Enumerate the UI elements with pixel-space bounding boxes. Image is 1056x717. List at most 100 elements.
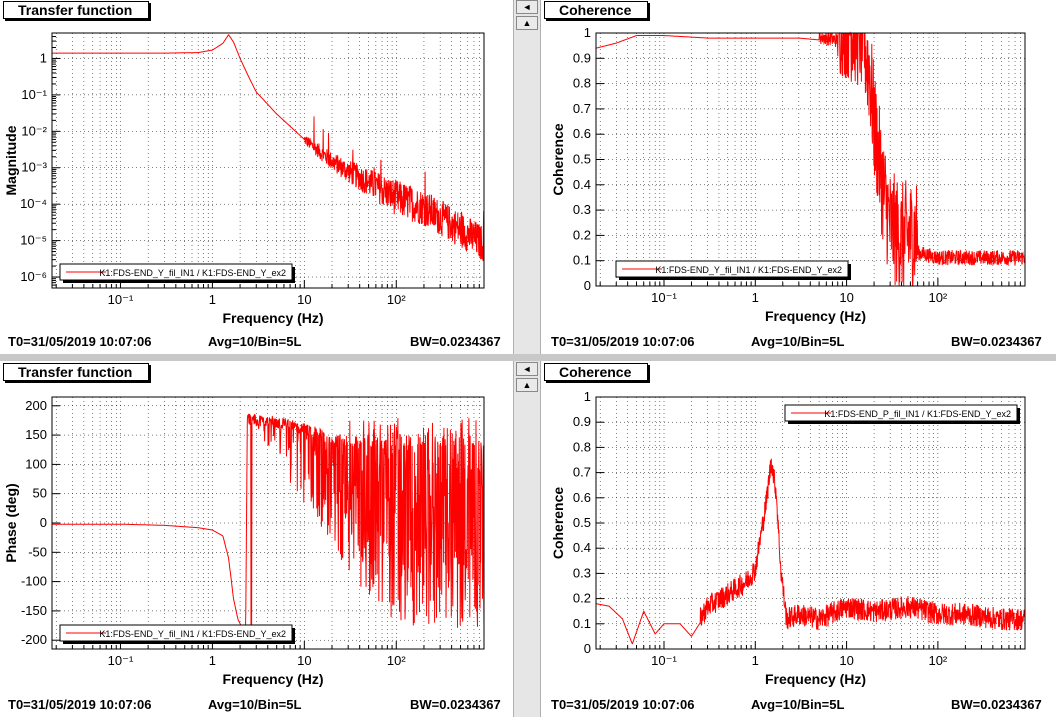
y-tick-label: 0.8: [573, 439, 591, 454]
magnitude-chart[interactable]: 10⁻¹ 1 10 10² 10⁻⁶ 10⁻⁵ 10⁻⁴ 10⁻³ 10⁻² 10⁻¹ 1 Frequ…: [0, 20, 513, 350]
legend-box: [59, 263, 293, 281]
panel-transfer-phase: Transfer function 10⁻¹ 1 10 10² -200 -150 -100…: [0, 361, 513, 717]
panel-divider-horizontal[interactable]: [0, 354, 1056, 361]
footer-bw: BW=0.0234367: [410, 334, 501, 349]
y-tick-label: 0.9: [573, 50, 591, 65]
x-tick-label: 1: [209, 292, 216, 307]
panel-title-button[interactable]: Transfer function: [3, 1, 149, 19]
y-tick-label: 200: [25, 398, 47, 413]
x-axis-label: Frequency (Hz): [222, 671, 323, 687]
footer-bw: BW=0.0234367: [951, 334, 1042, 349]
y-tick-label: -50: [28, 544, 47, 559]
y-axis-label: Phase (deg): [3, 483, 19, 562]
legend: K1:FDS-END_Y_fil_IN1 / K1:FDS-END_Y_ex2: [59, 263, 295, 283]
panel-title-button[interactable]: Coherence: [544, 363, 648, 381]
y-tick-label: 10⁻⁵: [20, 233, 47, 248]
x-tick-label: 10²: [387, 292, 406, 307]
legend-box: [784, 404, 1018, 422]
phase-chart[interactable]: 10⁻¹ 1 10 10² -200 -150 -100 -50 0 50 100 150 200 Fre…: [0, 382, 513, 714]
coherence-chart-2[interactable]: 10⁻¹ 1 10 10²00.10.20.30.40.50.60.70.80.91F…: [541, 382, 1056, 714]
y-tick-label: 0.4: [573, 177, 591, 192]
footer-bw: BW=0.0234367: [951, 697, 1042, 712]
arrow-up-button[interactable]: ▲: [516, 16, 538, 30]
series-line: [52, 413, 485, 628]
series-line: [595, 31, 1026, 287]
y-tick-label: 0.1: [573, 253, 591, 268]
panel-transfer-magnitude: Transfer function 10⁻¹ 1 10 10² 10⁻⁶ 10⁻⁵ 10⁻⁴…: [0, 0, 513, 354]
arrow-up-button-2[interactable]: ▲: [516, 378, 538, 392]
y-tick-label: 0.6: [573, 126, 591, 141]
panel-title-button[interactable]: Coherence: [544, 1, 648, 19]
y-tick-label: 0.3: [573, 565, 591, 580]
y-tick-label: 0.2: [573, 227, 591, 242]
legend-box: [59, 624, 293, 642]
arrow-left-button[interactable]: ◄: [516, 0, 538, 14]
legend-entry: K1:FDS-END_Y_fil_IN1 / K1:FDS-END_Y_ex2: [655, 265, 842, 275]
y-tick-label: -200: [21, 632, 47, 647]
x-tick-label: 10: [297, 653, 311, 668]
x-tick-label: 10: [839, 653, 853, 668]
panel-coherence-1: Coherence 10⁻¹ 1 10 10² 0 0.1 0.2 0.3 0.4 0.5 0.6 0…: [541, 0, 1056, 354]
y-tick-label: 10⁻²: [21, 123, 47, 138]
legend: K1:FDS-END_Y_fil_IN1 / K1:FDS-END_Y_ex2: [59, 624, 295, 644]
y-tick-label: 0.8: [573, 76, 591, 91]
y-tick-label: 0.3: [573, 202, 591, 217]
x-tick-label: 10²: [387, 653, 406, 668]
y-tick-label: 50: [33, 486, 47, 501]
y-tick-label: 0: [40, 515, 47, 530]
y-tick-label: 10⁻⁶: [20, 269, 47, 284]
x-tick-label: 1: [752, 290, 759, 305]
y-tick-label: 0.7: [573, 101, 591, 116]
x-tick-label: 10⁻¹: [108, 292, 134, 307]
footer-avg: Avg=10/Bin=5L: [751, 697, 845, 712]
legend-entry: K1:FDS-END_Y_fil_IN1 / K1:FDS-END_Y_ex2: [99, 629, 286, 639]
y-tick-label: 0.5: [573, 515, 591, 530]
y-tick-label: 0.7: [573, 465, 591, 480]
y-axis-label: Coherence: [550, 487, 566, 560]
panel-title-button[interactable]: Transfer function: [3, 363, 149, 381]
y-tick-label: 10⁻⁴: [20, 196, 47, 211]
x-axis-label: Frequency (Hz): [222, 310, 323, 326]
panel-coherence-2: Coherence 10⁻¹ 1 10 10² 0 0.1 0.2 0.3 0.4 0.5 0.6 0…: [541, 361, 1056, 717]
y-tick-label: 10⁻¹: [21, 87, 47, 102]
x-tick-label: 10⁻¹: [651, 653, 677, 668]
footer-t0: T0=31/05/2019 10:07:06: [551, 334, 695, 349]
y-tick-label: 0.9: [573, 414, 591, 429]
plot-frame: [51, 396, 485, 650]
footer-bw: BW=0.0234367: [410, 697, 501, 712]
y-tick-label: 0: [584, 641, 591, 656]
y-tick-label: 0.5: [573, 152, 591, 167]
y-tick-label: 150: [25, 427, 47, 442]
legend-entry: K1:FDS-END_P_fil_IN1 / K1:FDS-END_Y_ex2: [824, 409, 1011, 419]
plot-frame: [51, 32, 485, 289]
y-tick-label: 100: [25, 456, 47, 471]
y-tick-label: 0: [584, 278, 591, 293]
legend: K1:FDS-END_Y_fil_IN1 / K1:FDS-END_Y_ex2: [615, 260, 851, 280]
plot-frame: [595, 32, 1026, 287]
legend-box: [615, 260, 849, 278]
y-tick-label: 0.1: [573, 616, 591, 631]
y-tick-label: -100: [21, 574, 47, 589]
y-tick-label: 1: [40, 50, 47, 65]
series-line: [595, 458, 1026, 645]
arrow-left-button-2[interactable]: ◄: [516, 362, 538, 376]
plot-frame: [595, 396, 1026, 650]
footer-t0: T0=31/05/2019 10:07:06: [8, 697, 152, 712]
x-tick-label: 10: [839, 290, 853, 305]
y-tick-label: 0.6: [573, 490, 591, 505]
x-tick-label: 1: [209, 653, 216, 668]
plot-area: [596, 33, 1025, 286]
footer-avg: Avg=10/Bin=5L: [751, 334, 845, 349]
x-tick-label: 10: [297, 292, 311, 307]
footer-t0: T0=31/05/2019 10:07:06: [8, 334, 152, 349]
y-tick-label: 10⁻³: [21, 160, 47, 175]
y-tick-label: 1: [584, 25, 591, 40]
y-axis-label: Magnitude: [3, 125, 19, 195]
series-line: [52, 34, 485, 262]
coherence-chart[interactable]: 10⁻¹ 1 10 10²00.10.20.30.40.50.60.70.80.91F…: [541, 20, 1056, 350]
footer-t0: T0=31/05/2019 10:07:06: [551, 697, 695, 712]
y-tick-label: 0.4: [573, 540, 591, 555]
footer-avg: Avg=10/Bin=5L: [208, 697, 302, 712]
legend-entry: K1:FDS-END_Y_fil_IN1 / K1:FDS-END_Y_ex2: [99, 268, 286, 278]
x-axis-label: Frequency (Hz): [765, 308, 866, 324]
